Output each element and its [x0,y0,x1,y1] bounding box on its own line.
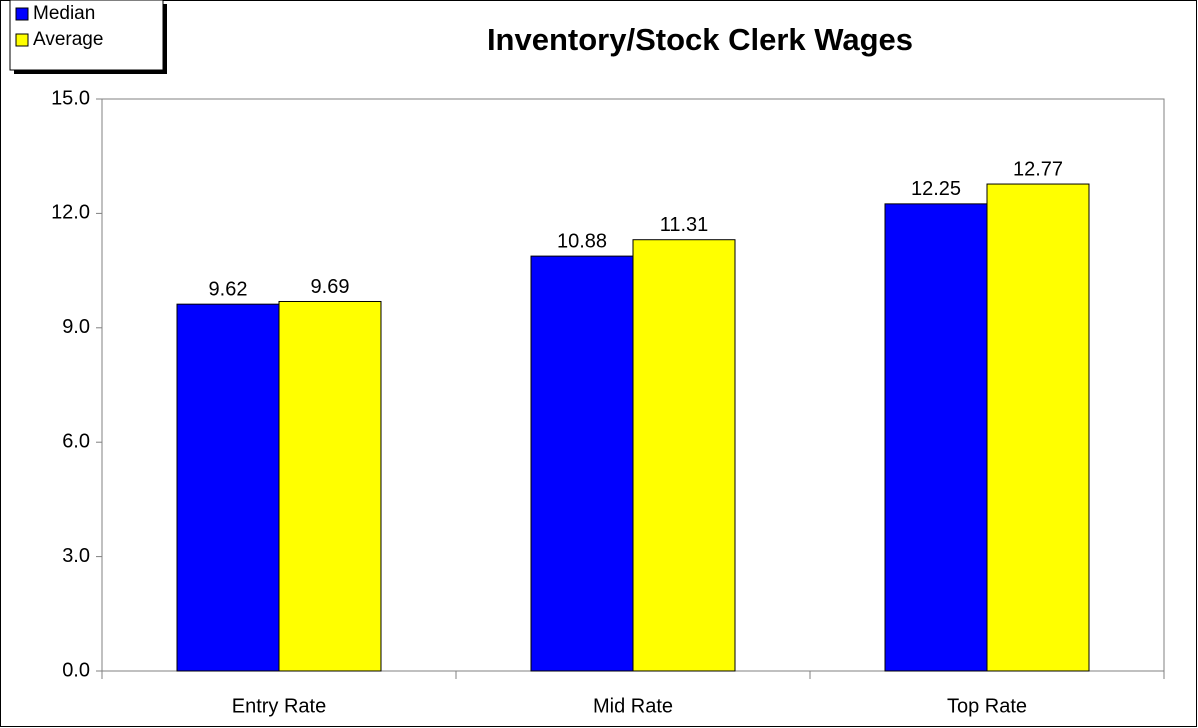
x-tick-label: Mid Rate [593,695,673,717]
bar [884,203,988,672]
legend [9,0,167,74]
x-tick-label: Entry Rate [232,695,326,717]
y-tick-label: 6.0 [62,430,90,452]
y-tick-label: 12.0 [51,202,90,224]
y-tick-label: 15.0 [51,87,90,109]
bar [986,183,1090,672]
bar [176,303,280,672]
chart-title: Inventory/Stock Clerk Wages [487,22,913,57]
legend-label: Median [33,3,95,24]
value-label: 11.31 [660,214,709,236]
bar [632,239,736,672]
y-tick-label: 9.0 [62,316,90,338]
x-tick-label: Top Rate [947,695,1027,717]
y-tick-label: 3.0 [62,545,90,567]
legend-label: Average [33,29,103,50]
bar [278,300,382,672]
value-label: 10.88 [557,230,607,252]
legend-swatch [15,7,29,21]
legend-box [9,0,164,71]
value-label: 12.77 [1013,158,1063,180]
value-label: 9.62 [209,278,248,300]
value-label: 9.69 [311,276,350,298]
value-label: 12.25 [911,178,961,200]
bar [530,255,634,672]
y-tick-label: 0.0 [62,659,90,681]
legend-swatch [15,33,29,47]
